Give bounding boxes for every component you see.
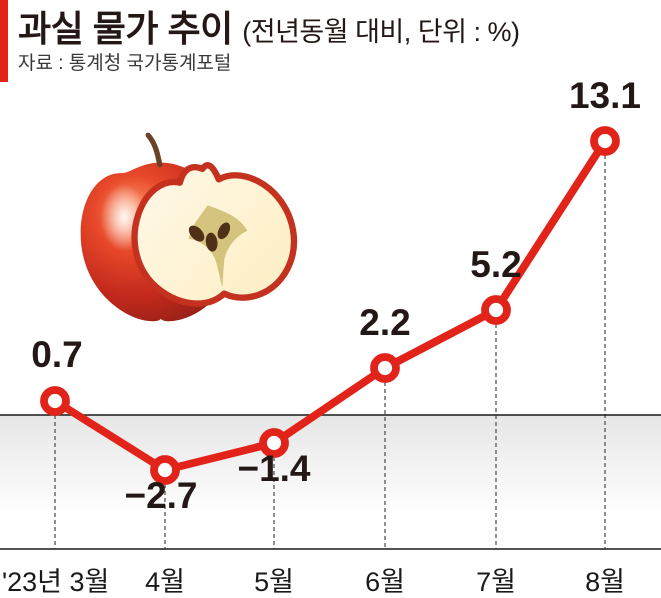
svg-text:−1.4: −1.4 — [237, 448, 310, 489]
svg-text:6월: 6월 — [365, 567, 405, 597]
svg-text:8월: 8월 — [585, 567, 625, 597]
svg-text:2.2: 2.2 — [359, 302, 410, 343]
svg-text:'23년 3월: '23년 3월 — [2, 567, 109, 597]
svg-text:5월: 5월 — [254, 567, 294, 597]
svg-text:0.7: 0.7 — [31, 334, 82, 375]
svg-text:13.1: 13.1 — [569, 75, 641, 116]
svg-text:−2.7: −2.7 — [124, 475, 197, 516]
svg-text:7월: 7월 — [476, 567, 516, 597]
svg-text:4월: 4월 — [145, 567, 185, 597]
svg-text:5.2: 5.2 — [470, 244, 521, 285]
